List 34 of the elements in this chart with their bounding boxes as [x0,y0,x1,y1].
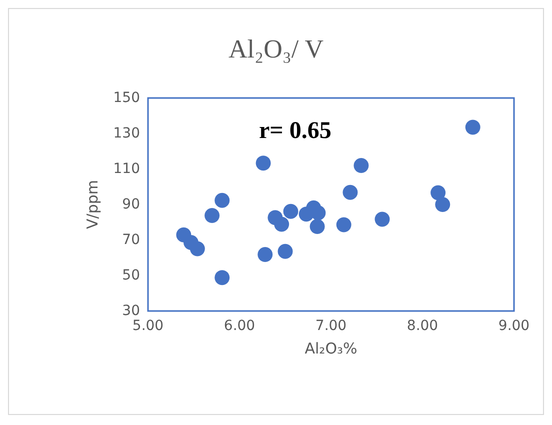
annotation: r= 0.65 [259,118,332,144]
point [310,205,326,220]
point [336,217,352,232]
point [214,192,230,208]
point [435,197,450,212]
point [258,247,273,262]
y-axis-title: V/ppm [84,180,102,229]
chart-title: Al₂O₃/ V [228,34,324,64]
x-axis-title: Al₂O₃% [304,340,358,358]
point [430,185,446,200]
y-tick-label: 90 [122,196,140,212]
point [310,219,325,234]
x-tick-label: 6.00 [224,318,256,334]
point [374,212,390,227]
point [256,156,271,171]
point [204,208,220,223]
point [465,120,480,135]
y-tick-label: 70 [122,232,140,248]
y-tick-label: 150 [113,90,140,106]
x-tick-label: 8.00 [406,318,438,334]
point [214,270,230,286]
point [190,241,205,256]
x-tick-label: 9.00 [498,318,530,334]
x-tick-label: 7.00 [315,318,347,334]
point [354,158,369,173]
point [283,204,298,219]
point [274,216,290,232]
y-tick-label: 130 [113,126,140,142]
point [342,184,358,200]
y-tick-label: 110 [113,161,140,177]
point [278,244,293,259]
y-tick-label: 50 [122,268,140,284]
y-tick-label: 30 [122,303,140,319]
x-tick-label: 5.00 [132,318,164,334]
